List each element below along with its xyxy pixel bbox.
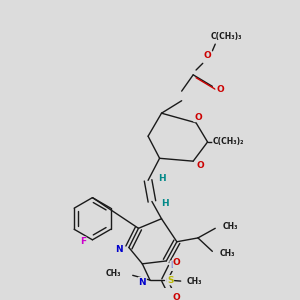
Text: CH₃: CH₃ [223,222,238,231]
Text: CH₃: CH₃ [106,269,121,278]
Text: O: O [216,85,224,94]
Text: N: N [116,245,123,254]
Text: H: H [158,174,165,183]
Text: S: S [167,276,173,285]
Text: O: O [194,112,202,122]
Text: O: O [204,51,212,60]
Text: O: O [173,293,181,300]
Text: F: F [80,237,86,246]
Text: N: N [170,261,178,270]
Text: O: O [173,258,181,267]
Text: CH₃: CH₃ [186,277,202,286]
Text: N: N [139,278,146,286]
Text: C(CH₃)₃: C(CH₃)₃ [211,32,242,41]
Text: O: O [197,160,205,169]
Text: CH₃: CH₃ [220,249,236,258]
Text: C(CH₃)₂: C(CH₃)₂ [213,137,244,146]
Text: H: H [161,199,169,208]
